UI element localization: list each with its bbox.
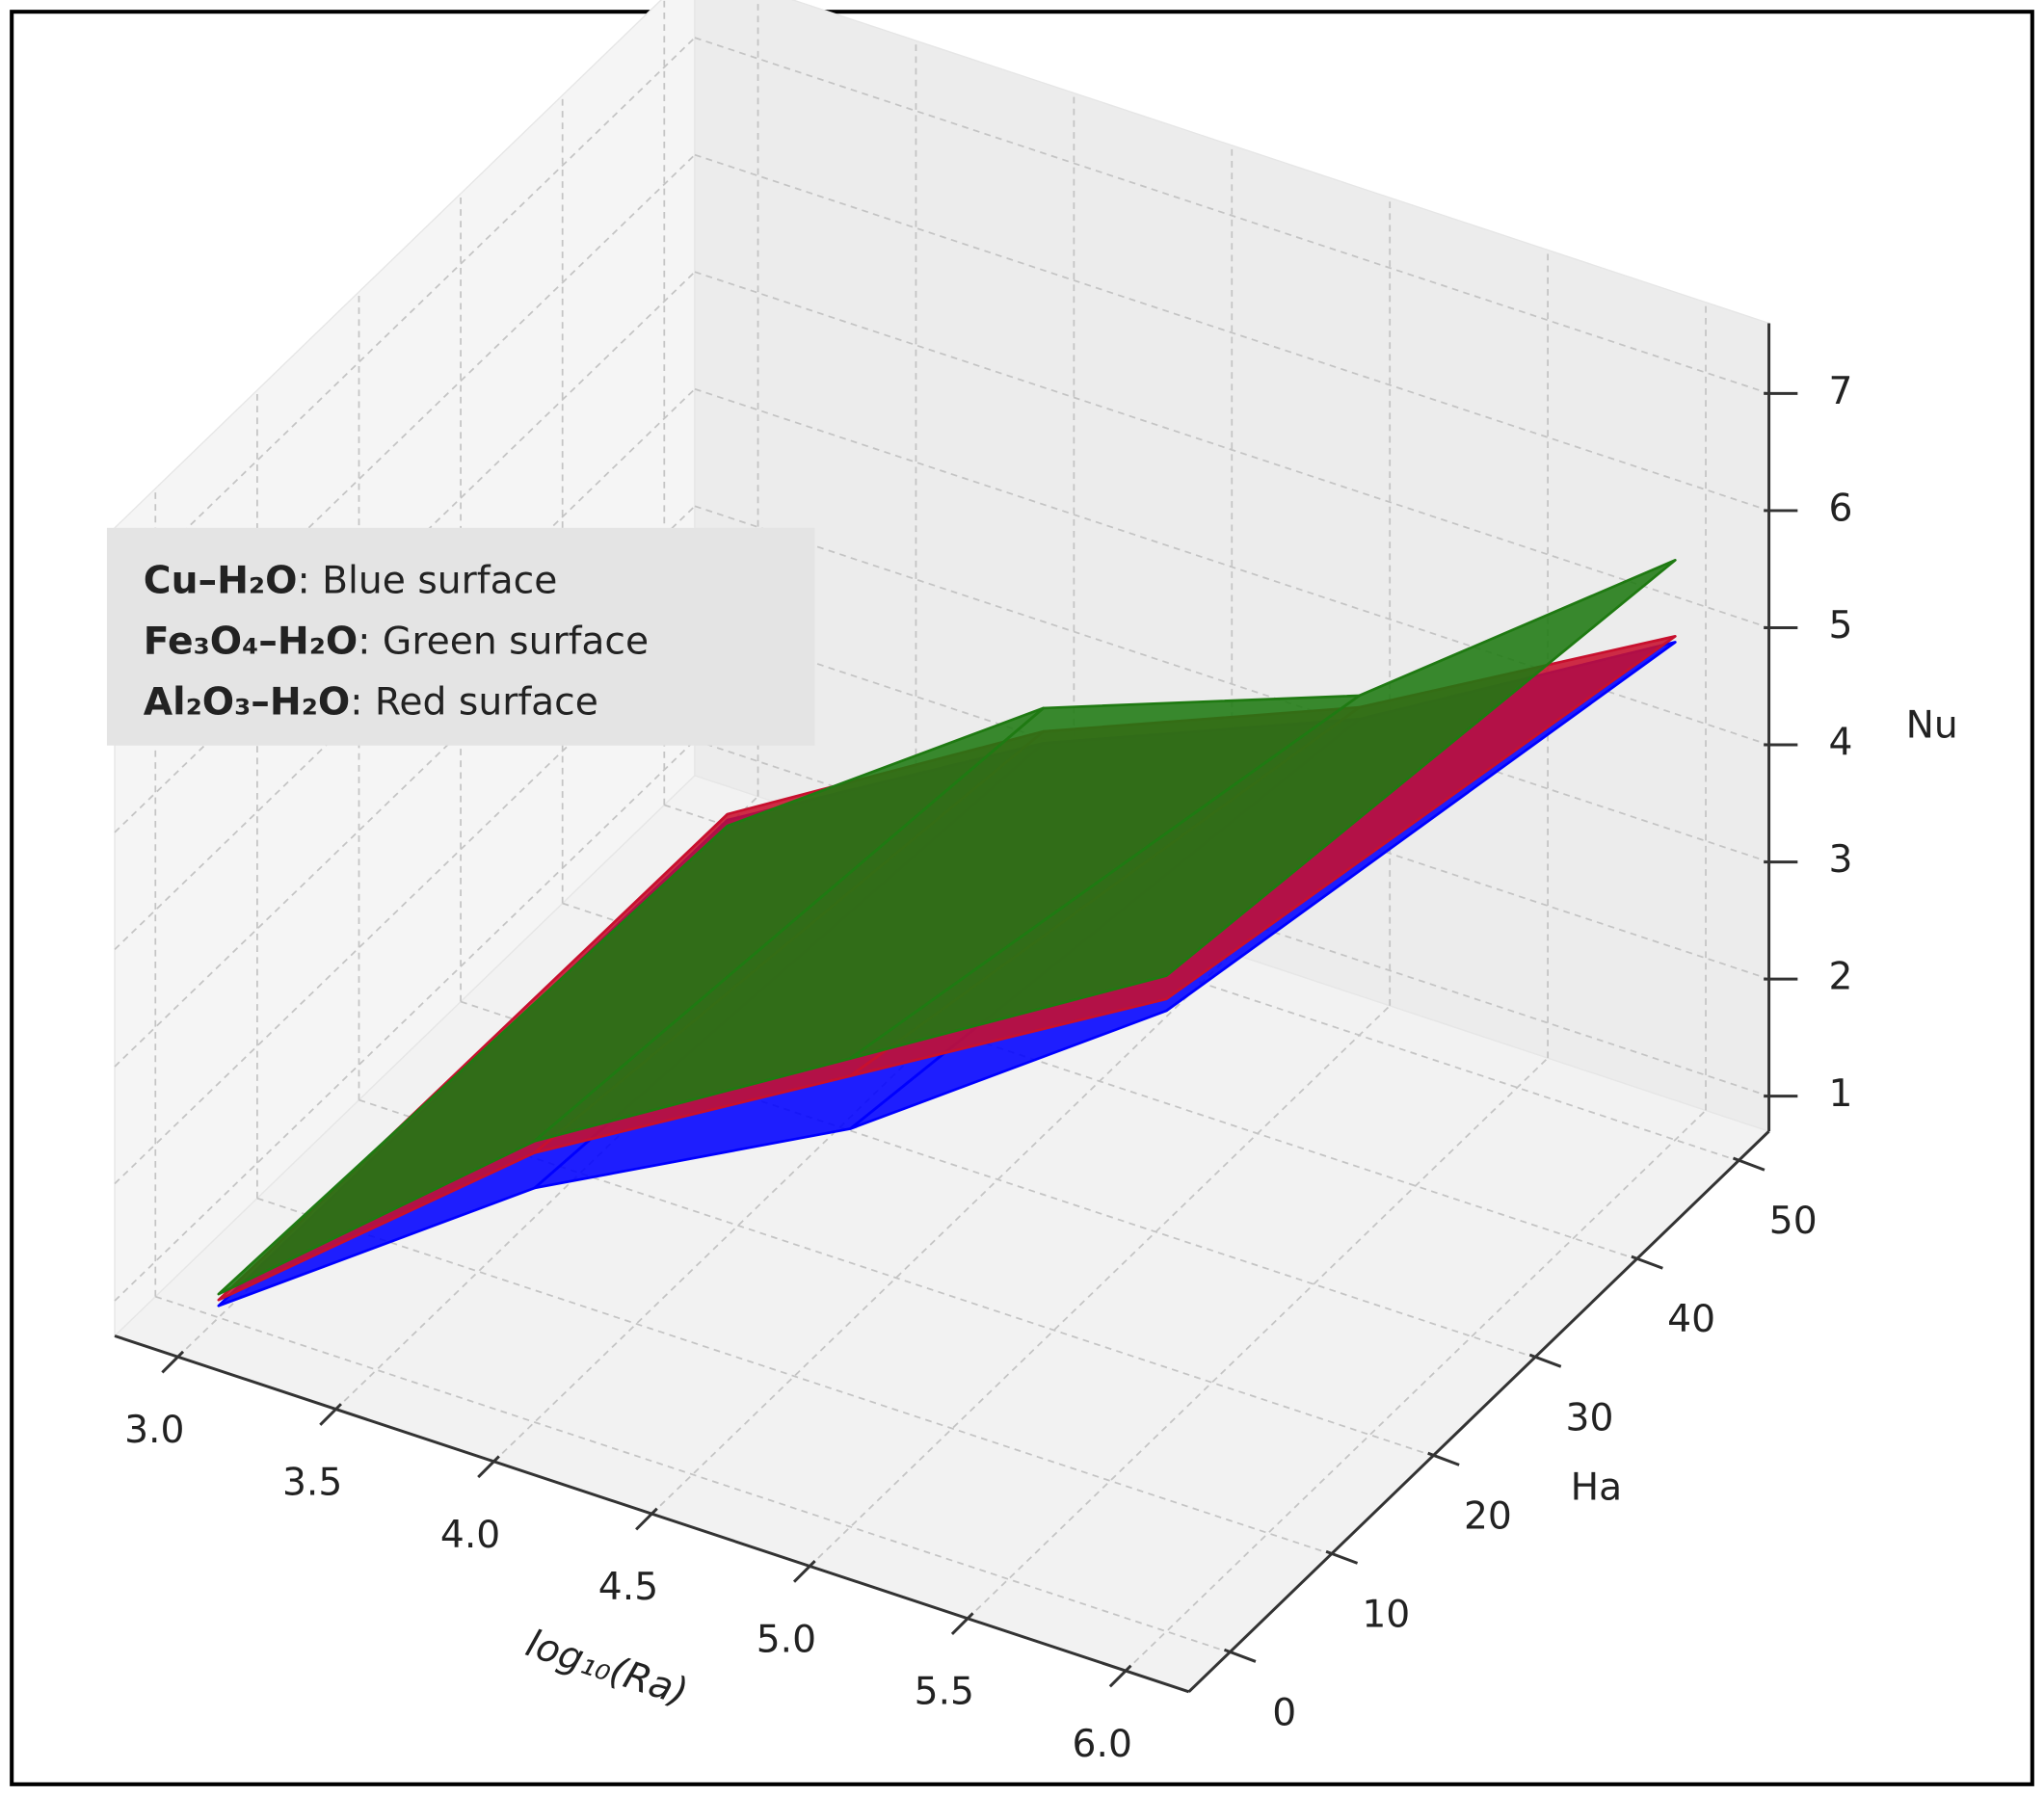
y-tick-label: 30 (1566, 1396, 1614, 1439)
legend-separator: : (297, 559, 322, 602)
legend-series-name: Al₂O₃–H₂O (144, 680, 350, 724)
legend-entry: Fe₃O₄–H₂O: Green surface (144, 620, 649, 663)
z-tick-label: 6 (1829, 487, 1853, 530)
x-tick (792, 1559, 816, 1583)
z-tick-label: 3 (1829, 838, 1853, 882)
grid-line (1125, 1109, 1707, 1672)
y-tick-label: 10 (1362, 1593, 1410, 1636)
z-tick-label: 5 (1829, 604, 1853, 647)
legend-text: Blue surface (322, 559, 557, 602)
x-tick-label: 3.5 (282, 1461, 342, 1504)
y-tick-label: 20 (1464, 1494, 1512, 1538)
legend-series-name: Fe₃O₄–H₂O (144, 620, 358, 663)
x-tick (161, 1350, 185, 1374)
y-tick (1732, 1156, 1765, 1172)
legend-series-name: Cu–H₂O (144, 559, 298, 602)
z-tick-label: 1 (1829, 1072, 1853, 1116)
legend-box (106, 527, 815, 746)
grid-line (114, 739, 696, 1302)
y-tick (1631, 1255, 1663, 1270)
z-tick-label: 4 (1829, 722, 1853, 765)
x-tick (635, 1507, 658, 1531)
x-tick-label: 5.5 (915, 1671, 974, 1714)
legend-separator: : (358, 620, 383, 663)
y-tick-label: 0 (1272, 1691, 1296, 1734)
y-tick-label: 40 (1667, 1298, 1715, 1341)
grid-line (694, 37, 1769, 395)
grid-line (967, 1057, 1549, 1620)
x-tick (1108, 1664, 1132, 1688)
legend-entry: Cu–H₂O: Blue surface (144, 559, 558, 602)
grid-line (694, 153, 1769, 512)
x-tick (950, 1612, 974, 1636)
y-tick (1528, 1353, 1562, 1368)
grid-line (650, 952, 1233, 1515)
legend-separator: : (350, 680, 375, 724)
x-tick-label: 6.0 (1073, 1723, 1132, 1766)
y-tick-label: 50 (1769, 1200, 1818, 1243)
y-axis-label: Ha (1571, 1466, 1623, 1510)
y-tick (1427, 1451, 1460, 1466)
grid-line (256, 1197, 1332, 1555)
grid-line (155, 1295, 1231, 1653)
z-tick-label: 7 (1829, 370, 1853, 413)
x-tick (477, 1455, 500, 1479)
x-tick-label: 5.0 (757, 1618, 816, 1661)
z-axis-label: Nu (1906, 703, 1958, 747)
legend-text: Green surface (383, 620, 649, 663)
legend: Cu–H₂O: Blue surface Fe₃O₄–H₂O: Green sur… (106, 527, 815, 746)
x-tick-label: 3.0 (124, 1409, 184, 1452)
surface-patch (849, 559, 1677, 1060)
x-tick-label: 4.0 (440, 1514, 500, 1557)
x-tick-label: 4.5 (598, 1566, 658, 1609)
grid-line (694, 271, 1769, 629)
x-tick (319, 1403, 342, 1426)
grid-line (114, 37, 696, 599)
y-tick (1325, 1549, 1359, 1565)
grid-line (694, 505, 1769, 863)
surfaces (217, 559, 1677, 1307)
legend-text: Red surface (375, 680, 598, 724)
legend-entry: Al₂O₃–H₂O: Red surface (144, 680, 598, 724)
z-tick-label: 2 (1829, 956, 1853, 999)
grid-line (809, 1005, 1391, 1568)
y-tick (1223, 1648, 1257, 1663)
y-axis-line (1187, 1130, 1770, 1693)
